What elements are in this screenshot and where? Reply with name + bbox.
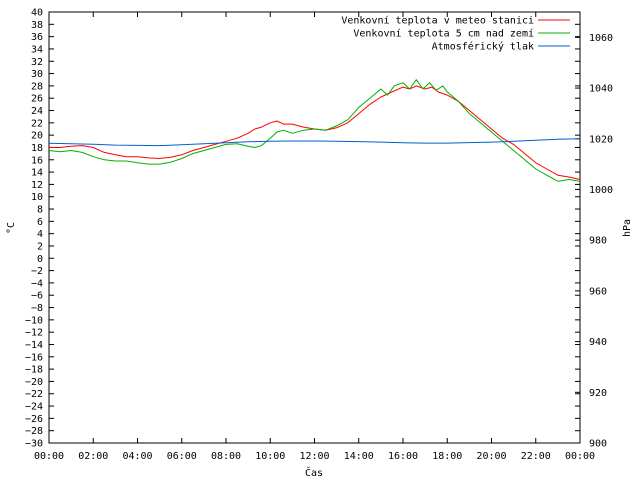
series-line-3 — [48, 138, 581, 147]
series-line-2 — [48, 79, 581, 182]
y-tick-label: 30 — [31, 69, 43, 80]
y2-tick-label: 1040 — [589, 84, 613, 95]
x-tick-label: 00:00 — [565, 451, 595, 462]
y-tick-label: 8 — [37, 205, 43, 216]
y-tick-label: −26 — [25, 414, 43, 425]
y-tick-label: −16 — [25, 352, 43, 363]
x-tick-label: 20:00 — [476, 451, 506, 462]
y2-tick-label: 940 — [589, 337, 607, 348]
plot-frame — [48, 11, 581, 444]
y-tick-label: −12 — [25, 328, 43, 339]
y-axis-title: °C — [6, 222, 17, 234]
y-tick-label: 14 — [31, 168, 43, 179]
x-tick-label: 12:00 — [299, 451, 329, 462]
x-tick-label: 02:00 — [78, 451, 108, 462]
y-tick-label: 28 — [31, 81, 43, 92]
x-tick-label: 04:00 — [122, 451, 152, 462]
y-tick-label: −8 — [31, 303, 43, 314]
legend-label: Atmosférický tlak — [432, 41, 534, 53]
legend: Venkovní teplota v meteo staniciVenkovní… — [341, 15, 570, 53]
legend-label: Venkovní teplota 5 cm nad zemí — [353, 28, 534, 40]
x-tick-label: 16:00 — [388, 451, 418, 462]
y-tick-label: −18 — [25, 365, 43, 376]
y-tick-label: 18 — [31, 143, 43, 154]
y-tick-label: 6 — [37, 217, 43, 228]
x-tick-label: 18:00 — [432, 451, 462, 462]
x-tick-label: 22:00 — [521, 451, 551, 462]
y2-tick-label: 920 — [589, 388, 607, 399]
x-tick-label: 06:00 — [167, 451, 197, 462]
y2-tick-label: 1020 — [589, 134, 613, 145]
y-tick-label: −22 — [25, 389, 43, 400]
y-tick-label: −30 — [25, 439, 43, 450]
left-axis: −30−28−26−24−22−20−18−16−14−12−10−8−6−4−… — [25, 8, 580, 450]
y-tick-label: 0 — [37, 254, 43, 265]
y-tick-label: 12 — [31, 180, 43, 191]
y-tick-label: −2 — [31, 266, 43, 277]
y2-tick-label: 900 — [589, 439, 607, 450]
y-tick-label: −14 — [25, 340, 43, 351]
y-tick-label: 36 — [31, 32, 43, 43]
x-tick-label: 10:00 — [255, 451, 285, 462]
y-tick-label: −4 — [31, 278, 43, 289]
y-tick-label: 10 — [31, 192, 43, 203]
x-axis-title: Čas — [305, 466, 323, 479]
y-tick-label: 26 — [31, 94, 43, 105]
y-tick-label: 32 — [31, 57, 43, 68]
y-tick-label: −24 — [25, 402, 43, 413]
y-tick-label: 22 — [31, 118, 43, 129]
y-tick-label: −28 — [25, 426, 43, 437]
y-tick-label: −10 — [25, 315, 43, 326]
x-tick-label: 08:00 — [211, 451, 241, 462]
y-tick-label: 2 — [37, 241, 43, 252]
y-tick-label: 16 — [31, 155, 43, 166]
y2-tick-label: 960 — [589, 286, 607, 297]
y2-axis-title: hPa — [622, 219, 633, 237]
y-tick-label: −6 — [31, 291, 43, 302]
x-tick-label: 14:00 — [344, 451, 374, 462]
right-axis: 900 920 940 960 980 1000 1020 1040 1060 — [575, 33, 613, 450]
y-tick-label: 20 — [31, 131, 43, 142]
series-layer — [48, 79, 581, 182]
legend-label: Venkovní teplota v meteo stanici — [341, 15, 534, 27]
series-line-1 — [49, 85, 581, 180]
y2-tick-label: 1000 — [589, 185, 613, 196]
y-tick-label: 38 — [31, 20, 43, 31]
x-tick-label: 00:00 — [34, 451, 64, 462]
y-tick-label: −20 — [25, 377, 43, 388]
y2-tick-label: 1060 — [589, 33, 613, 44]
y-tick-label: 40 — [31, 8, 43, 19]
y-tick-label: 24 — [31, 106, 43, 117]
y-tick-label: 4 — [37, 229, 43, 240]
x-axis: 00:00 02:00 04:00 06:00 08:00 10:00 12:00 14:00… — [34, 12, 595, 462]
y-tick-label: 34 — [31, 44, 43, 55]
y2-tick-label: 980 — [589, 236, 607, 247]
